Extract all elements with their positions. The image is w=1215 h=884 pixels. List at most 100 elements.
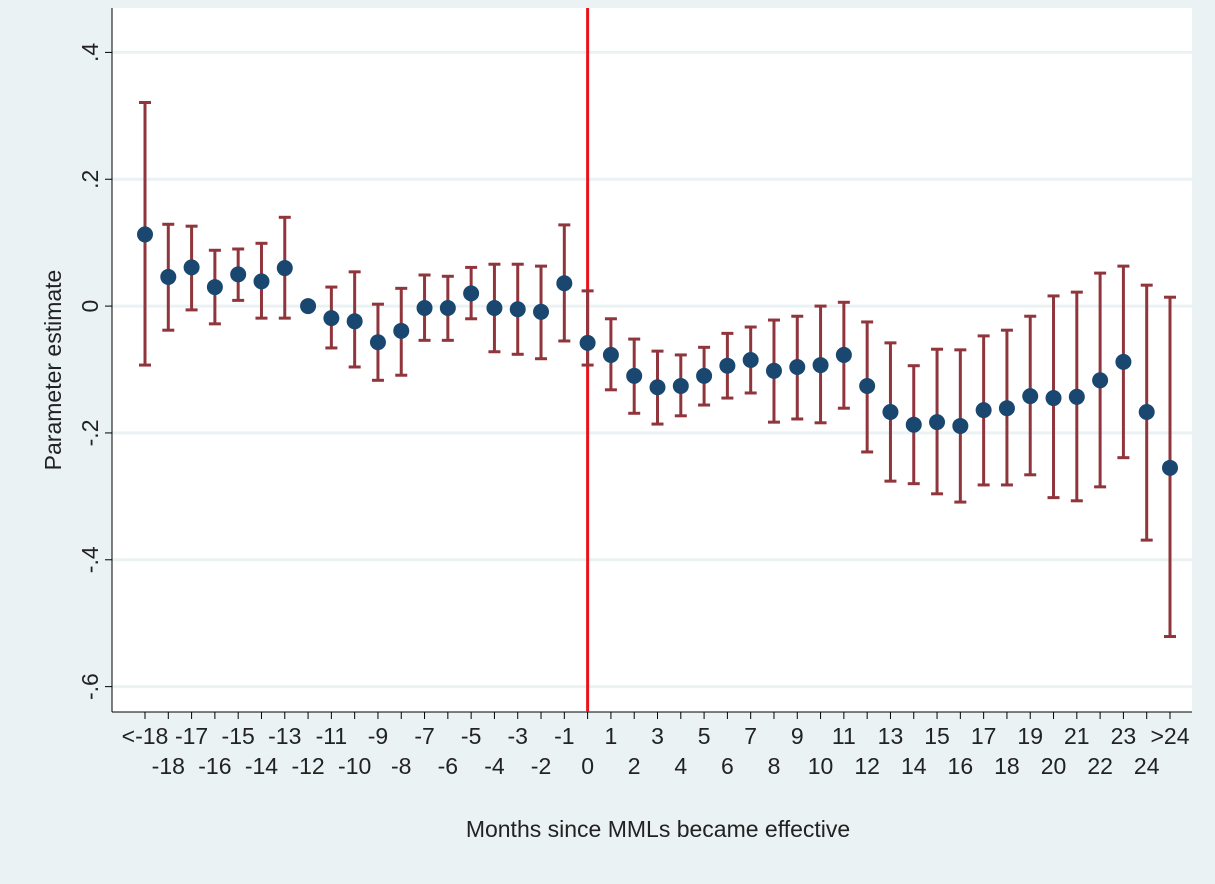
x-tick-label: 24 [1134, 753, 1160, 779]
point-estimate [300, 298, 317, 315]
point-estimate [672, 378, 689, 395]
point-estimate [719, 357, 736, 374]
point-estimate [649, 379, 666, 396]
point-estimate [276, 260, 293, 277]
x-tick-label: -12 [291, 753, 324, 779]
point-estimate [486, 299, 503, 316]
point-estimate [742, 352, 759, 368]
x-tick-label: >24 [1150, 723, 1189, 749]
point-estimate [230, 266, 247, 283]
point-estimate [789, 358, 806, 375]
x-tick-label: -1 [554, 723, 574, 749]
point-estimate [206, 279, 223, 296]
x-axis-title: Months since MMLs became effective [466, 816, 850, 842]
x-tick-label: -10 [338, 753, 371, 779]
x-tick-label: -9 [368, 723, 388, 749]
x-tick-label: 9 [791, 723, 804, 749]
point-estimate [1092, 372, 1109, 389]
x-tick-label: 4 [674, 753, 687, 779]
point-estimate [369, 334, 386, 351]
x-tick-label: 7 [744, 723, 757, 749]
point-estimate [998, 400, 1015, 417]
plot-area [112, 8, 1192, 712]
x-tick-label: -11 [316, 723, 348, 749]
point-estimate [556, 275, 573, 292]
point-estimate [882, 404, 899, 421]
point-estimate [905, 416, 922, 433]
x-tick-label: 14 [901, 753, 927, 779]
point-estimate [952, 417, 969, 434]
y-tick-label: .4 [77, 43, 103, 62]
x-tick-label: -4 [484, 753, 505, 779]
x-tick-label: 5 [698, 723, 711, 749]
point-estimate [1068, 388, 1085, 405]
point-estimate [975, 402, 992, 419]
x-tick-label: 6 [721, 753, 734, 779]
x-tick-label: -15 [222, 723, 255, 749]
point-estimate [533, 303, 550, 320]
x-tick-label: -5 [461, 723, 481, 749]
point-estimate [137, 226, 153, 243]
x-tick-label: 1 [605, 723, 618, 749]
point-estimate [1138, 404, 1155, 421]
point-estimate [393, 322, 410, 339]
x-tick-label: 0 [581, 753, 594, 779]
y-axis-title: Parameter estimate [40, 270, 66, 471]
point-estimate [859, 378, 876, 395]
point-estimate [1045, 390, 1062, 407]
x-tick-label: <-18 [122, 723, 169, 749]
x-tick-label: 18 [994, 753, 1020, 779]
x-tick-label: -2 [531, 753, 551, 779]
point-estimate [1115, 353, 1132, 370]
x-tick-label: 23 [1111, 723, 1137, 749]
point-estimate [346, 313, 363, 330]
point-estimate [183, 259, 200, 276]
point-estimate [929, 414, 946, 431]
x-tick-label: -13 [268, 723, 301, 749]
x-tick-label: 2 [628, 753, 641, 779]
y-tick-label: .2 [77, 170, 103, 189]
x-tick-label: 12 [854, 753, 880, 779]
x-tick-label: 21 [1064, 723, 1090, 749]
y-tick-label: -.4 [77, 546, 103, 573]
x-tick-label: 16 [948, 753, 974, 779]
y-tick-label: 0 [77, 300, 103, 313]
x-tick-label: -18 [152, 753, 185, 779]
x-tick-label: -7 [414, 723, 434, 749]
x-tick-label: 17 [971, 723, 997, 749]
point-estimate [1022, 388, 1039, 405]
point-estimate [253, 273, 270, 290]
x-tick-label: 20 [1041, 753, 1067, 779]
x-tick-label: 8 [768, 753, 781, 779]
y-tick-label: -.6 [77, 673, 103, 700]
point-estimate [463, 285, 480, 302]
point-estimate [602, 346, 619, 363]
point-estimate [812, 357, 829, 374]
point-estimate [439, 299, 456, 316]
x-tick-label: -6 [438, 753, 458, 779]
x-tick-label: 22 [1087, 753, 1113, 779]
x-tick-label: -17 [175, 723, 208, 749]
x-tick-label: -16 [198, 753, 231, 779]
point-estimate [579, 334, 596, 351]
x-tick-label: 11 [832, 723, 856, 749]
point-estimate [509, 301, 526, 318]
point-estimate [323, 310, 340, 327]
x-tick-label: 10 [808, 753, 834, 779]
x-tick-label: -3 [508, 723, 528, 749]
point-estimate [765, 362, 782, 379]
point-estimate [835, 346, 852, 363]
x-tick-label: -8 [391, 753, 411, 779]
point-estimate [696, 367, 713, 384]
point-estimate [626, 367, 643, 384]
x-tick-label: 3 [651, 723, 664, 749]
point-estimate [416, 299, 433, 316]
point-estimate [1162, 459, 1178, 476]
x-tick-label: -14 [245, 753, 278, 779]
point-estimate [160, 268, 177, 285]
y-tick-label: -.2 [77, 420, 103, 447]
x-tick-label: 15 [924, 723, 950, 749]
x-tick-label: 13 [878, 723, 904, 749]
